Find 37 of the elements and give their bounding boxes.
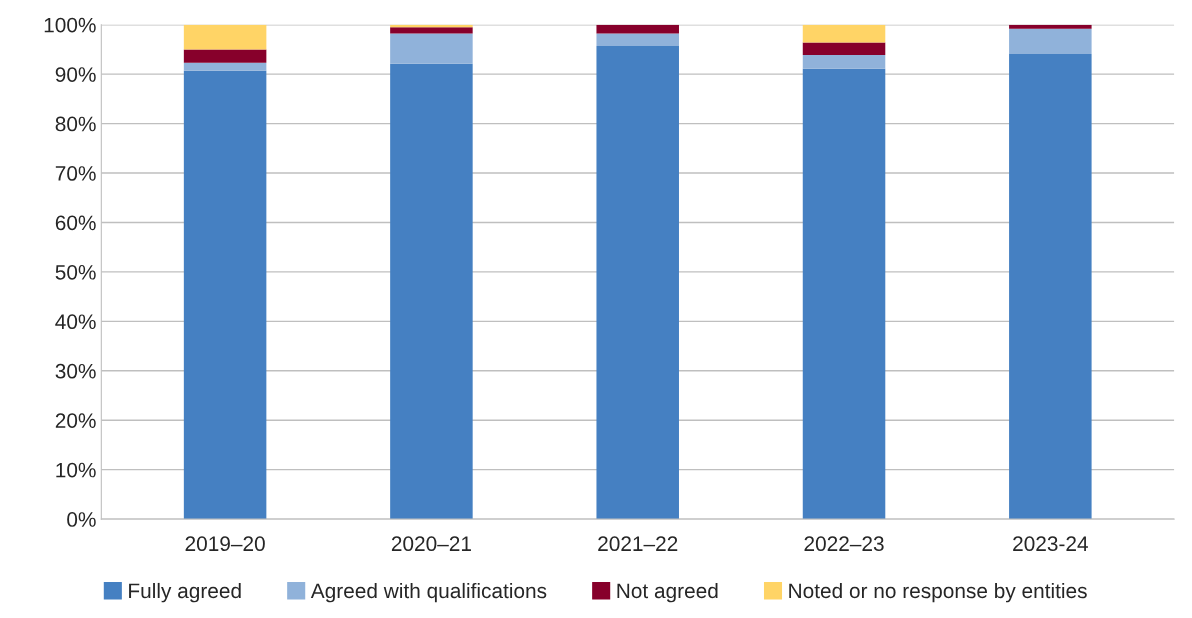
bar	[596, 24, 679, 34]
bar	[802, 54, 886, 69]
y-tick-label: 70%	[55, 166, 96, 181]
bar	[596, 33, 679, 46]
bar	[1009, 53, 1092, 520]
y-tick-label: 40%	[55, 314, 96, 330]
bar	[1009, 28, 1092, 54]
legend-label: Noted or no response by entities	[789, 582, 1087, 603]
bar	[183, 24, 267, 50]
legend-label: Not agreed	[617, 582, 718, 603]
bar	[183, 49, 267, 63]
y-tick-label: 90%	[55, 67, 96, 82]
y-tick-label: 30%	[55, 363, 96, 379]
bar	[802, 24, 886, 43]
bar	[183, 62, 267, 71]
x-tick-label: 2021–22	[598, 536, 678, 552]
y-tick-label: 10%	[56, 462, 96, 478]
bar	[1009, 24, 1092, 29]
bar	[390, 27, 473, 34]
bar	[183, 70, 267, 520]
legend-label: Agreed with qualifications	[310, 582, 547, 603]
y-tick-label: 50%	[55, 264, 96, 280]
legend-label: Fully agreed	[129, 582, 241, 603]
y-tick-label: 80%	[55, 116, 96, 132]
bar	[802, 42, 886, 55]
x-tick-label: 2020–21	[391, 536, 471, 552]
x-tick-label: 2019–20	[185, 536, 265, 552]
bar	[596, 45, 679, 520]
y-tick-label: 20%	[55, 413, 96, 428]
y-tick-label: 60%	[55, 215, 96, 231]
y-tick-label: 0%	[67, 512, 96, 527]
x-tick-label: 2023-24	[1013, 536, 1088, 552]
x-tick-label: 2022–23	[804, 536, 884, 552]
y-tick-label: 100%	[44, 17, 96, 33]
bar	[390, 33, 473, 64]
bar	[390, 63, 473, 520]
bar	[802, 68, 886, 520]
